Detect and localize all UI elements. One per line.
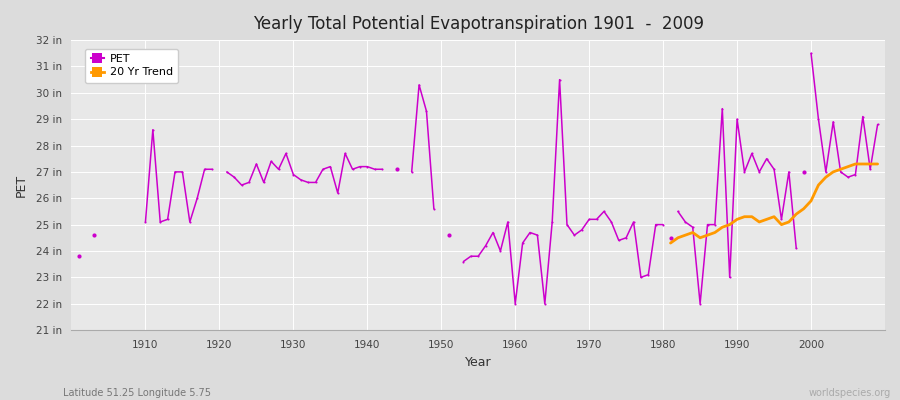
Text: Latitude 51.25 Longitude 5.75: Latitude 51.25 Longitude 5.75 [63,388,211,398]
Text: worldspecies.org: worldspecies.org [809,388,891,398]
Y-axis label: PET: PET [15,174,28,197]
Title: Yearly Total Potential Evapotranspiration 1901  -  2009: Yearly Total Potential Evapotranspiratio… [253,15,704,33]
Legend: PET, 20 Yr Trend: PET, 20 Yr Trend [86,48,178,83]
X-axis label: Year: Year [465,356,491,369]
